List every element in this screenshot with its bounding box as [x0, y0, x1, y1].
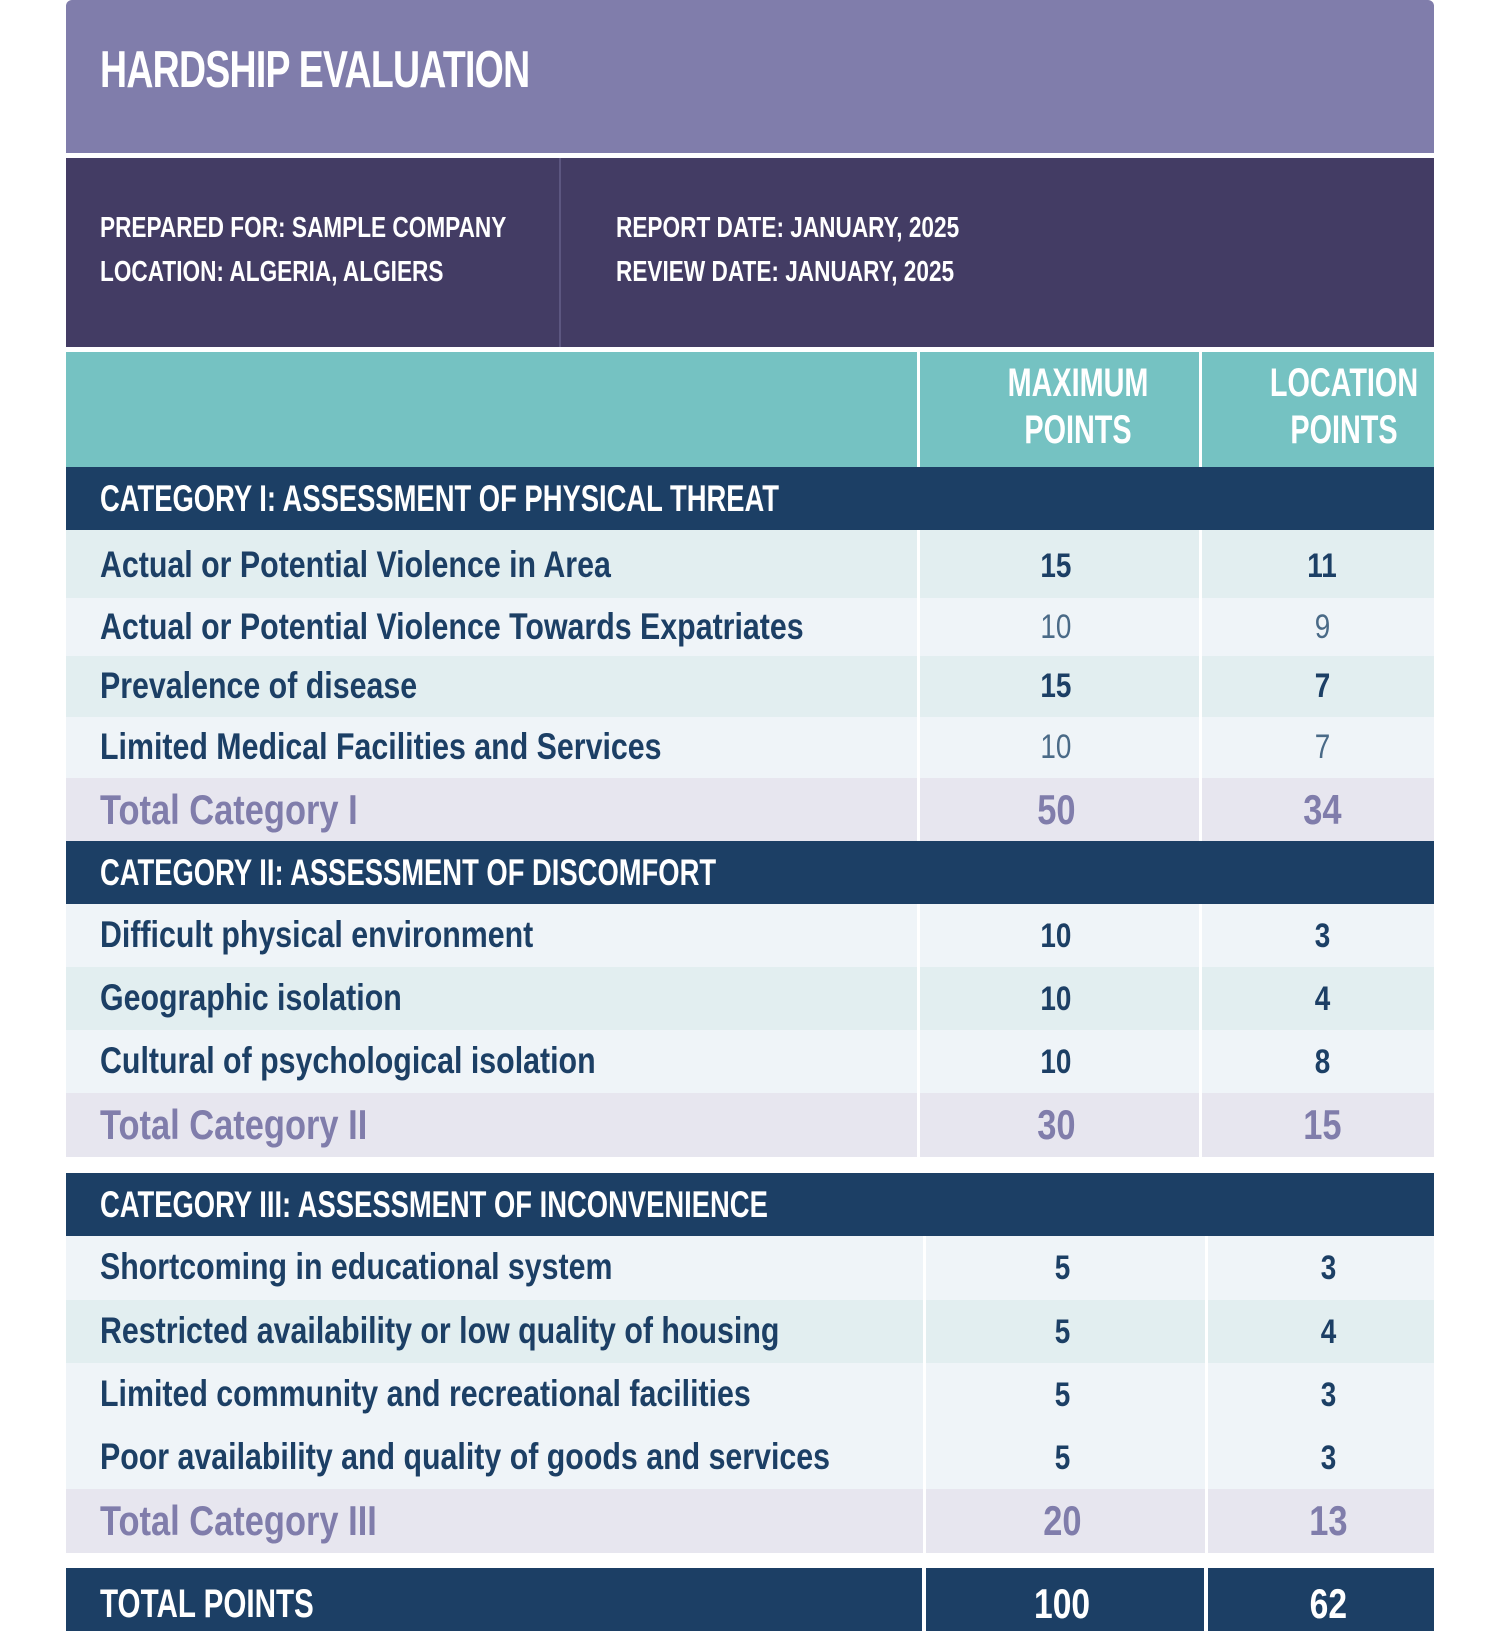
location-points-total: 15	[1302, 1101, 1342, 1148]
max-points-total: 20	[1042, 1497, 1082, 1544]
item-name: Restricted availability or low quality o…	[100, 1310, 780, 1351]
item-name: Limited Medical Facilities and Services	[100, 726, 662, 767]
report-meta-band: PREPARED FOR: SAMPLE COMPANY LOCATION: A…	[66, 158, 1434, 347]
item-name: Geographic isolation	[100, 977, 402, 1018]
table-row: Difficult physical environment 10 3	[66, 904, 1434, 967]
meta-divider	[559, 158, 561, 347]
table-row: Cultural of psychological isolation 10 8	[66, 1030, 1434, 1093]
grand-total-row: TOTAL POINTS 100 62	[66, 1568, 1434, 1631]
category-heading: CATEGORY III: ASSESSMENT OF INCONVENIENC…	[66, 1173, 1434, 1236]
item-name: Cultural of psychological isolation	[100, 1040, 596, 1081]
title-band: HARDSHIP EVALUATION	[66, 0, 1434, 153]
location-points-value: 3	[1320, 1439, 1336, 1477]
table-row: Limited community and recreational facil…	[66, 1363, 1434, 1426]
category-heading: CATEGORY I: ASSESSMENT OF PHYSICAL THREA…	[66, 467, 1434, 530]
location-points-value: 11	[1307, 547, 1337, 585]
page-title: HARDSHIP EVALUATION	[100, 41, 530, 99]
location-points-value: 3	[1320, 1376, 1336, 1414]
review-date-text: REVIEW DATE: JANUARY, 2025	[616, 256, 955, 288]
location-points-value: 9	[1314, 608, 1330, 646]
max-points-value: 10	[1040, 980, 1072, 1018]
item-name: Actual or Potential Violence in Area	[100, 544, 611, 585]
location-points-value: 3	[1314, 917, 1330, 955]
item-name: Limited community and recreational facil…	[100, 1373, 751, 1414]
table-row: Shortcoming in educational system 5 3	[66, 1236, 1434, 1300]
max-points-value: 5	[1054, 1376, 1070, 1414]
item-name: Difficult physical environment	[100, 914, 534, 955]
category-heading: CATEGORY II: ASSESSMENT OF DISCOMFORT	[66, 841, 1434, 904]
max-points-value: 15	[1040, 547, 1072, 585]
maximum-points-header: MAXIMUM POINTS	[1007, 361, 1149, 452]
location-points-value: 3	[1320, 1249, 1336, 1287]
total-label: Total Category II	[100, 1101, 368, 1148]
total-label: Total Category III	[100, 1497, 377, 1544]
item-name: Poor availability and quality of goods a…	[100, 1436, 831, 1477]
table-row: Limited Medical Facilities and Services …	[66, 717, 1434, 778]
max-points-total: 50	[1036, 786, 1076, 833]
location-points-value: 4	[1320, 1313, 1336, 1351]
hardship-evaluation-sheet: HARDSHIP EVALUATION PREPARED FOR: SAMPLE…	[66, 0, 1434, 1631]
grand-total-label: TOTAL POINTS	[100, 1582, 314, 1626]
report-date-text: REPORT DATE: JANUARY, 2025	[616, 212, 960, 244]
location-points-header: LOCATION POINTS	[1269, 361, 1419, 452]
location-points-value: 7	[1314, 728, 1330, 766]
location-points-total: 34	[1302, 786, 1342, 833]
location-points-value: 8	[1314, 1043, 1330, 1081]
grand-total-location: 62	[1309, 1580, 1347, 1627]
location-text: LOCATION: ALGERIA, ALGIERS	[100, 256, 444, 288]
column-header-row: MAXIMUM POINTS LOCATION POINTS	[66, 352, 1434, 467]
max-points-value: 5	[1054, 1439, 1070, 1477]
table-row: Restricted availability or low quality o…	[66, 1300, 1434, 1363]
table-row: Actual or Potential Violence Towards Exp…	[66, 598, 1434, 656]
location-points-value: 7	[1314, 667, 1330, 705]
table-row: Poor availability and quality of goods a…	[66, 1426, 1434, 1489]
item-name: Prevalence of disease	[100, 665, 418, 706]
total-label: Total Category I	[100, 786, 358, 833]
max-points-value: 10	[1040, 1043, 1072, 1081]
max-points-total: 30	[1036, 1101, 1076, 1148]
location-points-total: 13	[1308, 1497, 1348, 1544]
max-points-value: 5	[1054, 1249, 1070, 1287]
max-points-value: 5	[1054, 1313, 1070, 1351]
location-points-value: 4	[1314, 980, 1330, 1018]
item-name: Actual or Potential Violence Towards Exp…	[100, 606, 804, 647]
table-row: Geographic isolation 10 4	[66, 967, 1434, 1030]
max-points-value: 10	[1040, 917, 1072, 955]
table-row: Actual or Potential Violence in Area 15 …	[66, 530, 1434, 598]
prepared-for-text: PREPARED FOR: SAMPLE COMPANY	[100, 212, 507, 244]
max-points-value: 10	[1040, 608, 1072, 646]
category-total-row: Total Category II 30 15	[66, 1093, 1434, 1157]
category-total-row: Total Category I 50 34	[66, 778, 1434, 841]
max-points-value: 10	[1040, 728, 1072, 766]
max-points-value: 15	[1040, 667, 1072, 705]
grand-total-max: 100	[1033, 1580, 1091, 1627]
category-total-row: Total Category III 20 13	[66, 1489, 1434, 1553]
table-row: Prevalence of disease 15 7	[66, 656, 1434, 717]
item-name: Shortcoming in educational system	[100, 1246, 613, 1287]
